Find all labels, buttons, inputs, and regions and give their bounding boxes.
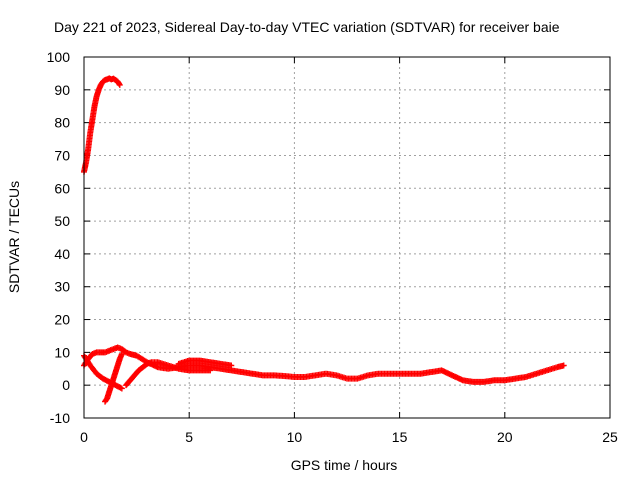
x-tick-label: 10: [287, 429, 303, 445]
x-tick-label: 25: [602, 429, 618, 445]
y-tick-label: 100: [47, 49, 71, 65]
series-1: [81, 344, 567, 385]
y-tick-label: 40: [54, 246, 70, 262]
chart-title: Day 221 of 2023, Sidereal Day-to-day VTE…: [54, 19, 560, 35]
x-tick-label: 20: [497, 429, 513, 445]
plot-frame: [83, 56, 611, 419]
y-tick-label: 20: [54, 312, 70, 328]
x-tick-labels: 0 5 10 15 20 25: [80, 429, 618, 445]
series-4: [123, 359, 214, 389]
data-point: [116, 81, 123, 88]
x-tick-label: 0: [80, 429, 88, 445]
y-tick-label: 80: [54, 115, 70, 131]
y-tick-label: -10: [50, 410, 70, 426]
y-tick-label: 10: [54, 344, 70, 360]
data-series: [81, 75, 567, 405]
x-tick-label: 15: [392, 429, 408, 445]
series-2: [81, 352, 125, 392]
y-tick-label: 70: [54, 147, 70, 163]
y-tick-label: 60: [54, 180, 70, 196]
y-tick-labels: -10 0 10 20 30 40 50 60 70 80 90 100: [47, 49, 71, 426]
y-tick-label: 30: [54, 279, 70, 295]
x-axis-label: GPS time / hours: [291, 457, 398, 473]
y-tick-label: 50: [54, 213, 70, 229]
data-point: [118, 351, 125, 358]
y-tick-label: 90: [54, 82, 70, 98]
data-point: [560, 362, 567, 369]
data-point: [207, 367, 214, 374]
data-point: [118, 385, 125, 392]
series-3: [102, 351, 125, 405]
y-tick-label: 0: [62, 377, 70, 393]
x-tick-label: 5: [185, 429, 193, 445]
y-axis-label: SDTVAR / TECUs: [6, 181, 22, 293]
data-point: [116, 80, 123, 87]
series-5: [175, 357, 235, 369]
series-0: [81, 75, 123, 175]
data-point: [228, 362, 235, 369]
